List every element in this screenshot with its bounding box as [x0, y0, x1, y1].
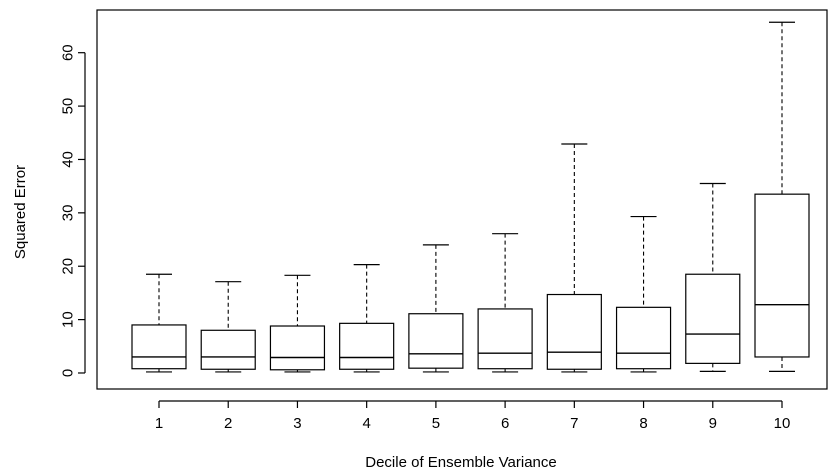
iqr-box — [477, 308, 533, 370]
x-tick-label: 5 — [432, 415, 440, 432]
y-tick-label: 0 — [60, 369, 77, 377]
iqr-box — [408, 313, 464, 369]
x-axis-title: Decile of Ensemble Variance — [365, 454, 556, 471]
box-1 — [131, 273, 187, 373]
iqr-box — [546, 293, 602, 370]
box-5 — [408, 244, 464, 373]
y-axis-title: Squared Error — [12, 165, 29, 259]
x-tick-label: 4 — [362, 415, 370, 432]
y-tick-label: 30 — [60, 205, 77, 222]
x-tick-label: 10 — [774, 415, 791, 432]
x-axis: 1 2 3 4 5 6 7 8 9 10 — [155, 400, 791, 432]
box-2 — [200, 281, 256, 373]
iqr-box — [269, 325, 326, 371]
y-axis: 0 10 20 30 40 50 60 — [60, 44, 86, 377]
y-tick-label: 10 — [60, 311, 77, 328]
iqr-box — [339, 322, 395, 370]
x-tick-label: 3 — [293, 415, 301, 432]
y-tick-label: 40 — [60, 151, 77, 168]
plot-frame — [96, 9, 828, 390]
x-tick-label: 8 — [639, 415, 647, 432]
box-7 — [546, 143, 602, 373]
box-4 — [339, 264, 395, 373]
iqr-box — [615, 306, 672, 370]
iqr-box — [685, 273, 741, 364]
x-tick-label: 9 — [709, 415, 717, 432]
x-tick-label: 7 — [570, 415, 578, 432]
plot-area — [131, 21, 810, 373]
x-tick-label: 2 — [224, 415, 232, 432]
box-3 — [269, 274, 326, 373]
x-tick-label: 1 — [155, 415, 163, 432]
iqr-box — [200, 329, 256, 370]
x-tick-label: 6 — [501, 415, 509, 432]
box-8 — [615, 215, 672, 373]
iqr-box — [754, 193, 810, 358]
y-tick-label: 60 — [60, 44, 77, 61]
y-tick-label: 50 — [60, 98, 77, 115]
box-9 — [685, 182, 741, 372]
y-tick-label: 20 — [60, 258, 77, 275]
box-6 — [477, 233, 533, 373]
iqr-box — [131, 324, 187, 370]
box-10 — [754, 21, 810, 372]
